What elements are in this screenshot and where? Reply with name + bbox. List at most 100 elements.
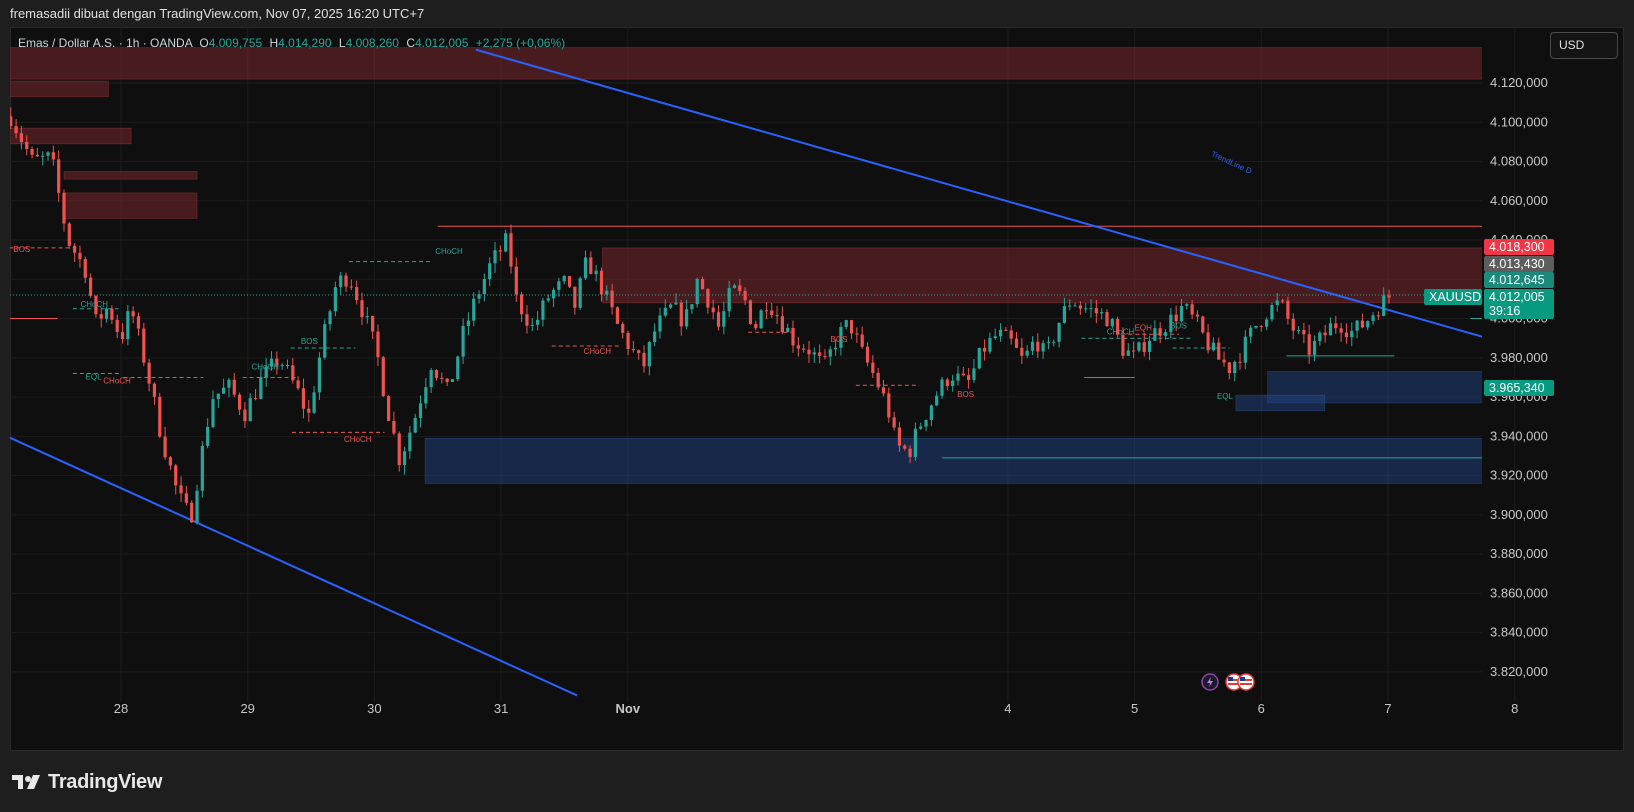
chart-annotation: CHoCH (1107, 327, 1135, 336)
candle-body (535, 319, 540, 325)
supply-zone (10, 127, 132, 145)
candle-body (259, 377, 263, 399)
candle-body (977, 347, 981, 369)
price-tick-label: 3.940,000 (1490, 428, 1548, 443)
candle-body (844, 320, 848, 327)
candle-body (929, 405, 933, 421)
candle-body (371, 315, 375, 332)
change-value: +2,275 (+0,06%) (475, 36, 566, 50)
candle-body (1371, 315, 1375, 322)
price-axis: 3.820,000 3.840,000 3.860,000 3.880,000 3.90… (1490, 75, 1548, 679)
candle-body (1296, 330, 1301, 332)
candle-body (136, 316, 141, 329)
candle-body (1100, 312, 1104, 314)
candle-body (1206, 332, 1210, 351)
candle-body (1355, 320, 1359, 331)
candle-body (1009, 330, 1013, 339)
price-tick-label: 4.120,000 (1490, 75, 1548, 90)
high-label: H (269, 36, 279, 50)
candle-body (684, 309, 689, 327)
candle-body (1328, 323, 1333, 336)
candle-body (14, 126, 18, 134)
candle-body (1265, 319, 1269, 327)
lightning-glyph (1207, 677, 1213, 687)
candle-body (344, 275, 348, 287)
candle-body (631, 349, 635, 351)
time-tick-label: Nov (616, 701, 641, 716)
candle-body (567, 276, 572, 287)
candle-body (1014, 338, 1019, 348)
candle-body (232, 379, 236, 395)
candle-body (988, 337, 992, 352)
candle-body (589, 257, 593, 275)
candle-body (504, 233, 508, 252)
candle-body (488, 263, 492, 280)
currency-button[interactable]: USD (1550, 32, 1618, 59)
candle-body (727, 287, 731, 312)
candle-body (190, 502, 194, 523)
candle-body (993, 336, 997, 338)
candle-body (110, 308, 114, 320)
symbol-legend[interactable]: Emas / Dollar A.S. · 1h · OANDA O4.009,7… (18, 36, 565, 50)
candle-body (807, 349, 811, 355)
candle-body (237, 394, 242, 410)
candle-body (78, 252, 82, 260)
candle-body (195, 490, 199, 523)
candle-body (1137, 342, 1141, 351)
candle-body (520, 294, 524, 315)
price-tick-label: 3.880,000 (1490, 546, 1548, 561)
candle-body (1057, 322, 1061, 342)
candle-body (376, 331, 380, 358)
candle-body (472, 298, 476, 321)
time-tick-label: 8 (1511, 701, 1518, 716)
tradingview-logo[interactable]: TradingView (12, 770, 162, 794)
candle-body (158, 396, 162, 437)
candle-body (626, 332, 630, 350)
low-label: L (338, 36, 346, 50)
candle-body (982, 347, 987, 352)
candle-body (871, 362, 875, 373)
candle-body (700, 278, 705, 290)
price-tag-label: 4.013,430 (1489, 257, 1545, 271)
price-tick-label: 3.980,000 (1490, 350, 1548, 365)
candle-body (908, 448, 912, 457)
candle-body (200, 445, 204, 491)
candle-body (1094, 308, 1098, 314)
chart-annotation: BOS (831, 335, 848, 344)
candle-body (711, 307, 715, 313)
candle-body (104, 308, 109, 319)
candle-body (961, 373, 965, 376)
candle-body (1153, 328, 1157, 341)
candle-body (174, 465, 178, 486)
candle-body (1238, 361, 1242, 363)
candle-body (456, 356, 460, 380)
time-tick-label: 31 (494, 701, 508, 716)
price-tick-label: 3.860,000 (1490, 585, 1548, 600)
candle-body (424, 387, 428, 404)
low-value: 4.008,260 (345, 36, 399, 50)
demand-zone (1235, 394, 1325, 412)
candle-body (1084, 308, 1088, 310)
attribution-header: fremasadii dibuat dengan TradingView.com… (10, 6, 425, 21)
flag-stripe (1228, 679, 1240, 681)
chart-annotation: EQL (86, 372, 103, 381)
candle-body (940, 379, 944, 396)
price-tag (1484, 256, 1554, 272)
candle-body (935, 395, 939, 406)
candle-body (823, 355, 827, 357)
candle-body (738, 285, 742, 291)
candle-body (184, 493, 188, 503)
candle-body (1382, 295, 1386, 316)
candle-body (1339, 328, 1343, 333)
price-tag-label: 4.018,300 (1489, 240, 1545, 254)
chart-annotation: EQL (1217, 392, 1234, 401)
chart-annotation: BOS (957, 390, 974, 399)
chart-annotation: CHoCH (103, 376, 131, 385)
candle-body (583, 257, 588, 279)
candle-body (722, 311, 726, 327)
candle-body (732, 285, 737, 288)
candle-body (1307, 334, 1311, 355)
candle-body (1174, 314, 1178, 322)
